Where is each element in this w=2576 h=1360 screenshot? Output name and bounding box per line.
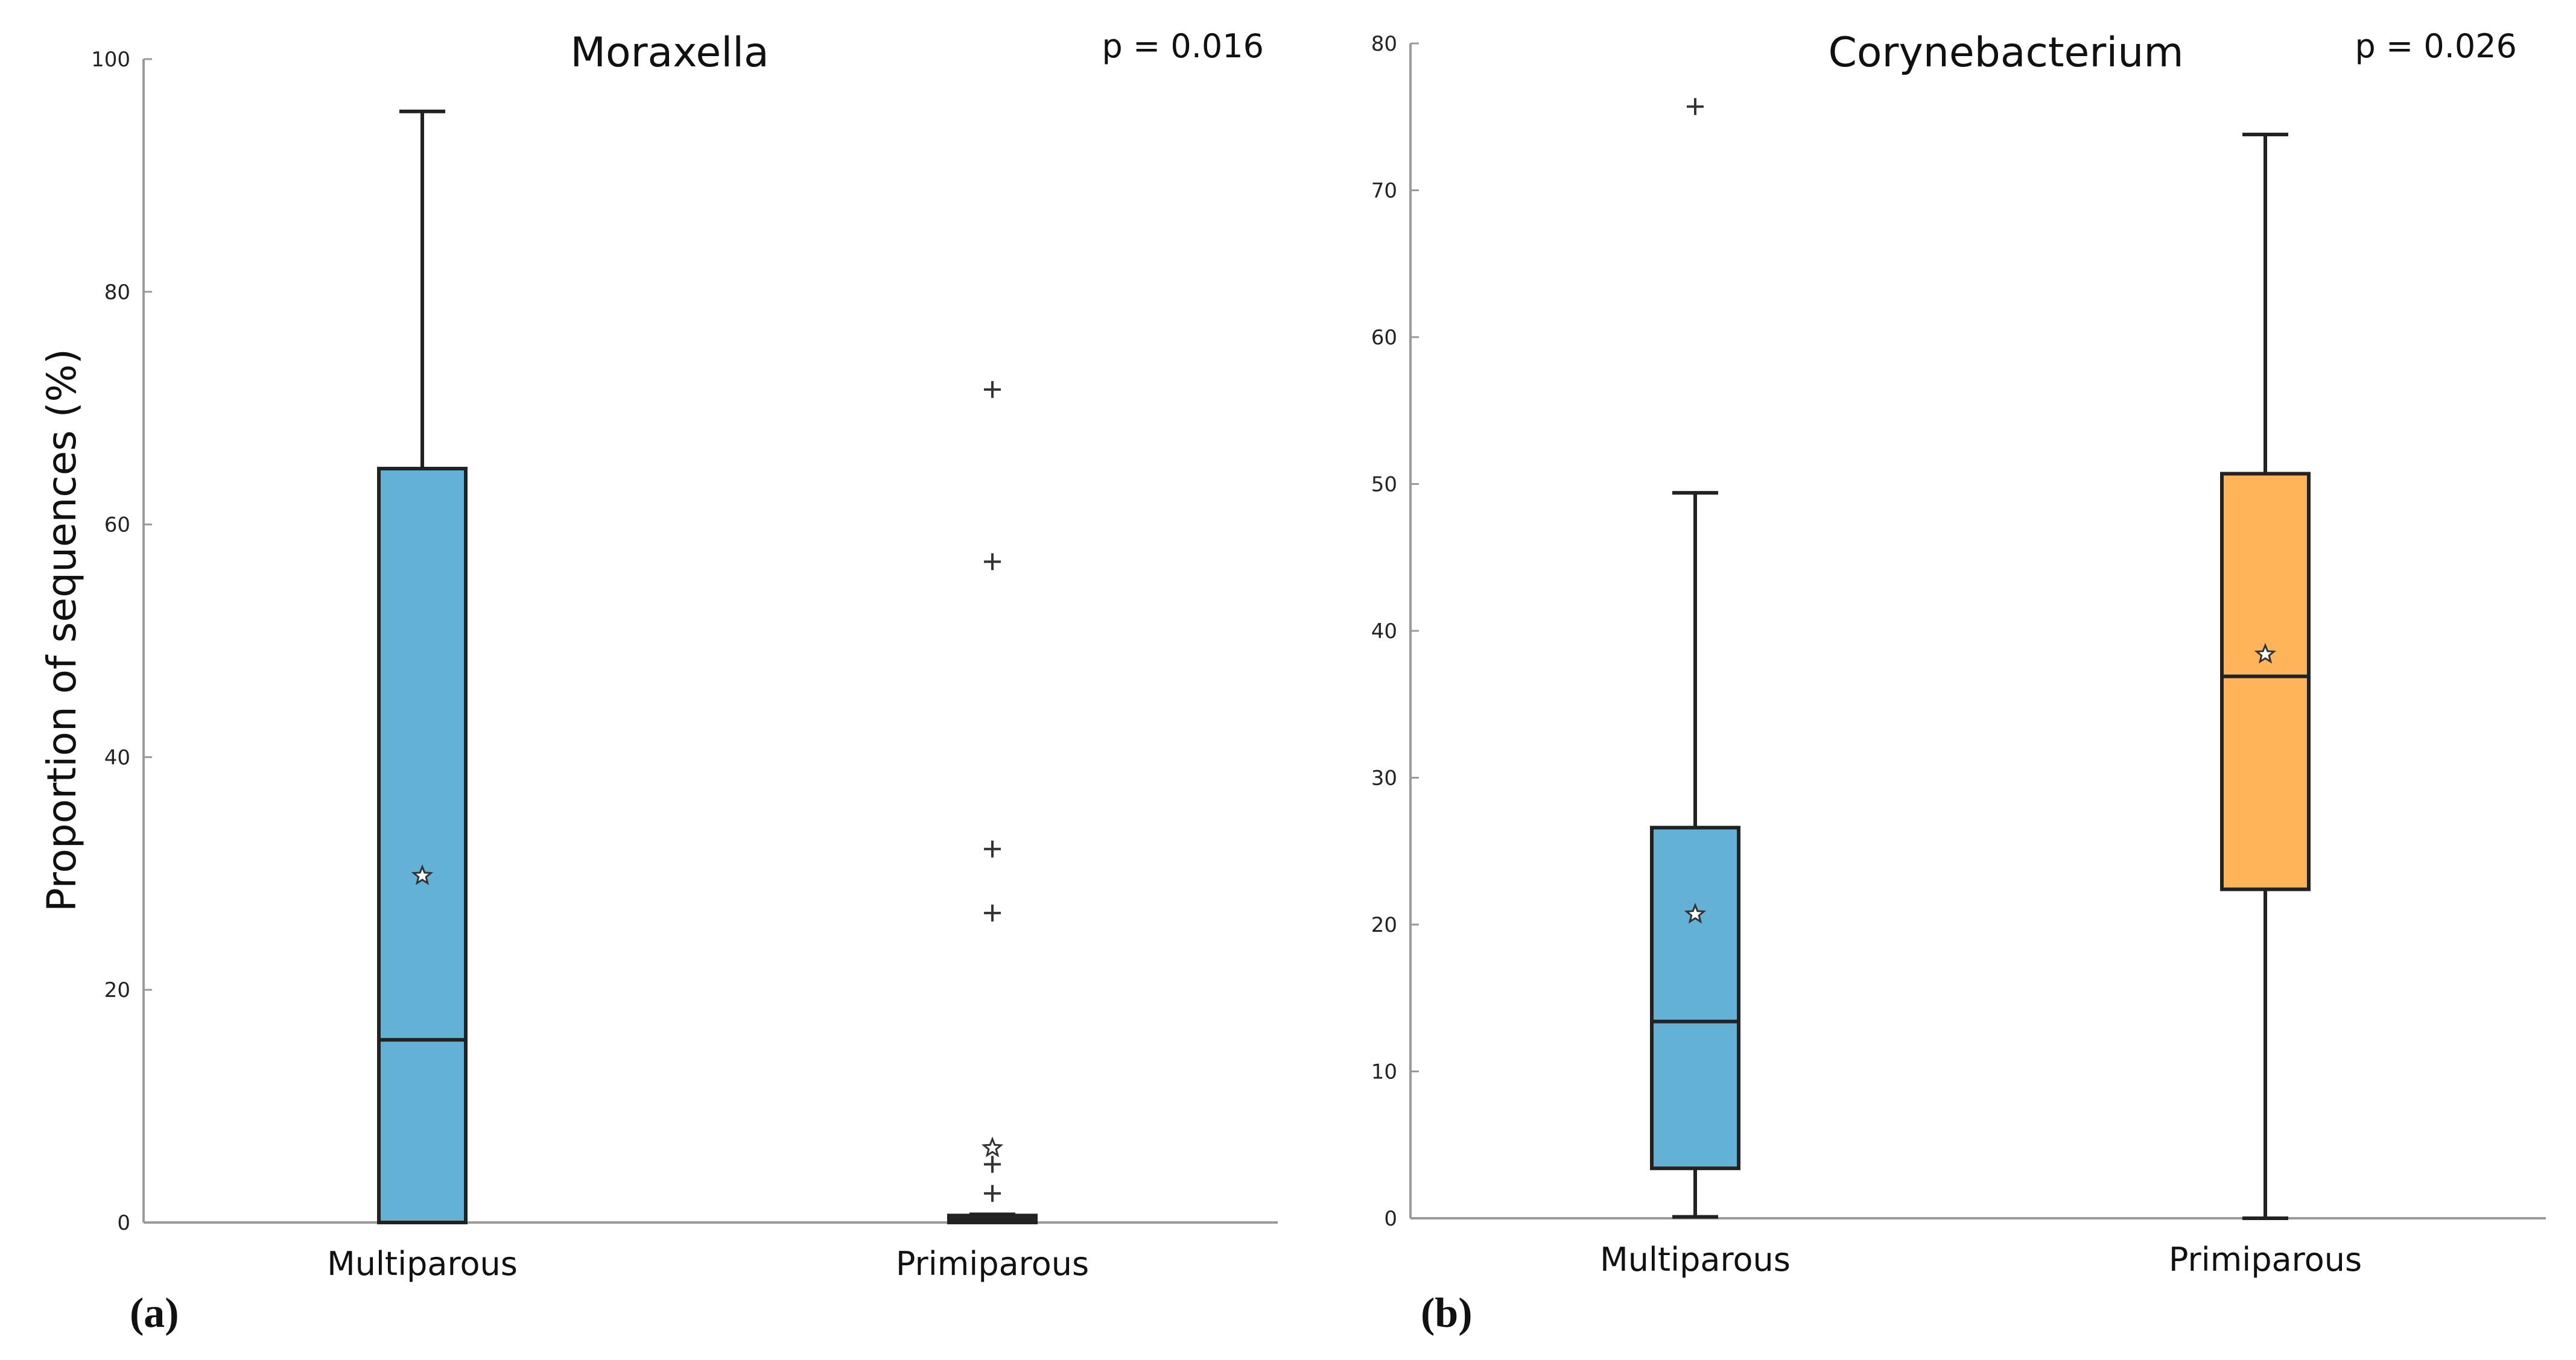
outlier-marker	[984, 904, 1001, 922]
chart-title: Moraxella	[570, 29, 769, 77]
plot-area	[377, 109, 1038, 1225]
mean-marker	[2254, 642, 2277, 664]
plot-area	[1650, 98, 2311, 1220]
box-multiparous	[377, 109, 468, 1224]
x-tick-label: Primiparous	[896, 1245, 1089, 1283]
mean-marker	[981, 1136, 1004, 1158]
x-tick-label: Primiparous	[2169, 1241, 2362, 1279]
x-tick-label: Multiparous	[1600, 1241, 1791, 1279]
y-tick-label: 30	[1371, 767, 1397, 791]
chart-title: Corynebacterium	[1828, 29, 2183, 77]
y-ticks: 0 20 40 60 80 100	[91, 48, 152, 1235]
y-axis-label: Proportion of sequences (%)	[39, 349, 85, 912]
y-tick-label: 100	[91, 48, 130, 72]
y-tick-label: 80	[104, 280, 130, 305]
y-tick-label: 50	[1371, 473, 1397, 497]
y-tick-label: 20	[104, 978, 130, 1002]
outlier-marker	[984, 840, 1001, 858]
box-multiparous	[1650, 98, 1740, 1219]
y-tick-label: 0	[117, 1211, 130, 1235]
x-ticks: Multiparous Primiparous	[327, 1245, 1089, 1283]
axes	[1409, 43, 2546, 1219]
axes	[142, 59, 1278, 1224]
iqr-box	[1650, 826, 1740, 1171]
outlier-marker	[984, 553, 1001, 571]
y-tick-label: 60	[1371, 326, 1397, 350]
outlier-marker	[984, 1156, 1001, 1173]
outlier-marker	[984, 1184, 1001, 1202]
outlier-marker	[1687, 98, 1704, 115]
y-ticks: 0 10 20 30 40 50 60 70 80	[1371, 32, 1419, 1231]
box-primiparous	[947, 381, 1038, 1225]
iqr-box	[2220, 472, 2311, 891]
mean-marker	[1684, 902, 1707, 924]
box-primiparous	[2220, 132, 2311, 1220]
outlier-marker	[984, 381, 1001, 398]
x-tick-label: Multiparous	[327, 1245, 518, 1283]
y-tick-label: 0	[1384, 1207, 1397, 1231]
y-tick-label: 10	[1371, 1060, 1397, 1084]
iqr-box	[377, 467, 468, 1224]
mean-marker	[411, 864, 434, 885]
y-tick-label: 40	[1371, 619, 1397, 644]
panel-label: (b)	[1421, 1290, 1473, 1336]
panel-label: (a)	[130, 1290, 179, 1336]
y-tick-label: 60	[104, 513, 130, 537]
y-tick-label: 70	[1371, 179, 1397, 203]
chart-panel-moraxella: Moraxella p = 0.016 (a) 0 20 40 60 80 100 Mul…	[91, 27, 1278, 1336]
p-value-label: p = 0.016	[1102, 27, 1264, 65]
y-tick-label: 20	[1371, 913, 1397, 937]
chart-panel-corynebacterium: Corynebacterium p = 0.026 (b) 0 10 20 30 40 5…	[1371, 27, 2546, 1336]
x-ticks: Multiparous Primiparous	[1600, 1241, 2362, 1279]
y-tick-label: 80	[1371, 32, 1397, 56]
p-value-label: p = 0.026	[2355, 27, 2517, 65]
y-tick-label: 40	[104, 745, 130, 770]
